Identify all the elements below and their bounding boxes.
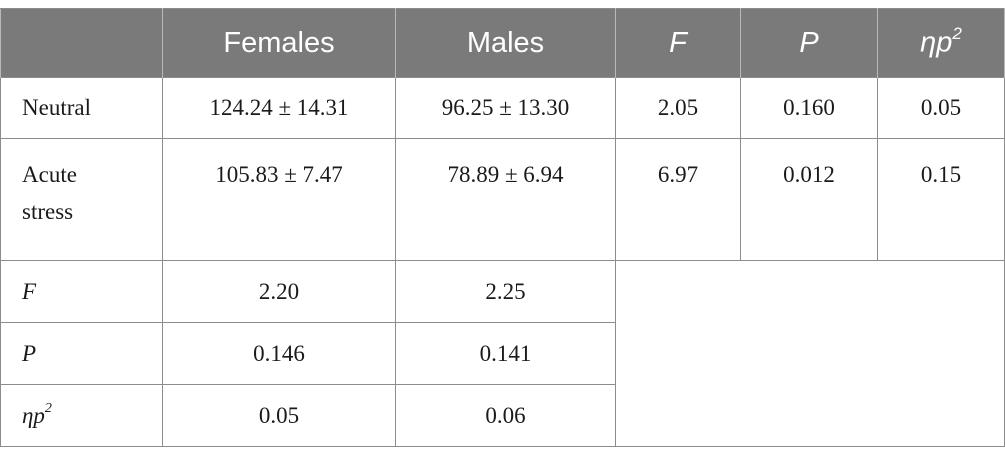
row-label-eta-superscript: 2: [44, 400, 52, 416]
neutral-females-value: 124.24 ± 14.31: [162, 77, 396, 139]
eta-males-value: 0.06: [395, 384, 616, 447]
header-f: F: [615, 8, 741, 78]
results-table-container: Females Males F P ηp2 Neutral 124.24 ± 1…: [0, 8, 1005, 447]
row-label-f: F: [0, 260, 163, 323]
header-eta-base: ηp: [920, 26, 953, 59]
header-females: Females: [162, 8, 396, 78]
header-corner-cell: [0, 8, 163, 78]
f-males-value: 2.25: [395, 260, 616, 323]
acute-females-value: 105.83 ± 7.47: [162, 138, 396, 261]
row-label-acute-line1: Acute: [22, 162, 77, 187]
neutral-males-value: 96.25 ± 13.30: [395, 77, 616, 139]
acute-eta-value: 0.15: [877, 138, 1005, 261]
acute-f-value: 6.97: [615, 138, 741, 261]
neutral-eta-value: 0.05: [877, 77, 1005, 139]
header-eta-superscript: 2: [952, 24, 962, 44]
results-table: Females Males F P ηp2 Neutral 124.24 ± 1…: [0, 8, 1005, 447]
header-eta-squared: ηp2: [877, 8, 1005, 78]
f-females-value: 2.20: [162, 260, 396, 323]
table-row-eta: ηp2 0.05 0.06: [0, 384, 1005, 447]
p-females-value: 0.146: [162, 322, 396, 385]
row-label-eta-base: ηp: [22, 402, 45, 428]
row-label-eta: ηp2: [0, 384, 163, 447]
row-label-neutral: Neutral: [0, 77, 163, 139]
table-row-p: P 0.146 0.141: [0, 322, 1005, 385]
acute-p-value: 0.012: [740, 138, 878, 261]
table-row-neutral: Neutral 124.24 ± 14.31 96.25 ± 13.30 2.0…: [0, 77, 1005, 139]
row-label-acute-line2: stress: [22, 198, 74, 224]
header-males: Males: [395, 8, 616, 78]
p-males-value: 0.141: [395, 322, 616, 385]
table-row-f: F 2.20 2.25: [0, 260, 1005, 447]
eta-females-value: 0.05: [162, 384, 396, 447]
acute-males-value: 78.89 ± 6.94: [395, 138, 616, 261]
neutral-p-value: 0.160: [740, 77, 878, 139]
empty-block-cell: [615, 260, 1005, 447]
header-row: Females Males F P ηp2: [0, 8, 1005, 78]
table-row-acute-stress: Acute stress 105.83 ± 7.47 78.89 ± 6.94 6…: [0, 138, 1005, 261]
row-label-p: P: [0, 322, 163, 385]
neutral-f-value: 2.05: [615, 77, 741, 139]
row-label-acute-stress: Acute stress: [0, 138, 163, 261]
header-p: P: [740, 8, 878, 78]
